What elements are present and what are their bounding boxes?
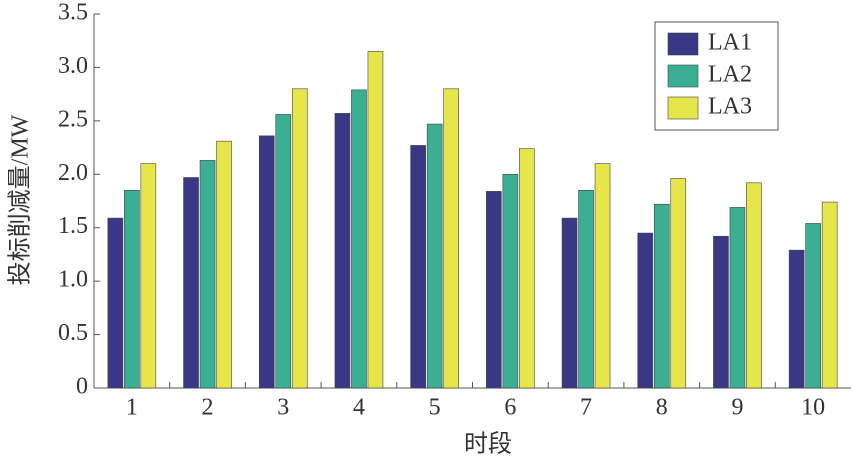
bar (140, 163, 157, 389)
bar (653, 203, 670, 389)
y-tick-label: 0.5 (58, 320, 88, 346)
y-axis-label: 投标削减量/MW (7, 114, 34, 285)
bar (713, 235, 729, 389)
legend-label: LA2 (708, 62, 752, 88)
x-tick-label: 1 (126, 395, 138, 421)
bar (367, 51, 384, 389)
bar (351, 89, 367, 389)
x-tick-label: 2 (202, 395, 214, 421)
y-tick-label: 2.0 (58, 160, 88, 186)
y-tick-label: 3.0 (58, 53, 88, 79)
bar (275, 114, 292, 389)
bar (502, 173, 519, 389)
bar (805, 223, 821, 389)
bar (410, 145, 426, 389)
bar (216, 140, 232, 389)
y-tick-label: 1.5 (58, 213, 88, 239)
y-tick-label: 0 (76, 374, 88, 400)
bar (107, 217, 124, 389)
x-tick-label: 4 (353, 395, 365, 421)
bar (426, 123, 443, 389)
legend-swatch (667, 32, 699, 56)
bar (486, 191, 502, 389)
bar (670, 178, 687, 389)
bar (746, 182, 762, 389)
bar (729, 207, 746, 389)
bar (561, 217, 578, 389)
bar (258, 135, 275, 389)
x-tick-label: 3 (277, 395, 289, 421)
y-tick-label: 1.0 (58, 267, 88, 293)
y-tick-label: 3.5 (58, 0, 88, 26)
legend-swatch (667, 96, 699, 120)
bar (637, 232, 654, 389)
legend-label: LA1 (708, 30, 752, 56)
legend-label: LA3 (708, 94, 752, 120)
x-tick-label: 7 (580, 395, 592, 421)
bar (334, 113, 351, 389)
bar (199, 160, 216, 389)
x-axis-label: 时段 (464, 431, 512, 458)
x-tick-label: 8 (656, 395, 668, 421)
bar (594, 163, 611, 389)
bar (519, 148, 535, 389)
bar (291, 88, 308, 389)
bar (821, 201, 838, 389)
legend-swatch (667, 64, 699, 88)
x-tick-label: 9 (731, 395, 743, 421)
bar (183, 177, 199, 389)
bar (788, 249, 805, 389)
bar (124, 190, 140, 389)
x-tick-label: 5 (429, 395, 441, 421)
x-tick-label: 10 (801, 395, 825, 421)
bar (578, 190, 594, 389)
x-tick-label: 6 (504, 395, 516, 421)
bar (443, 88, 459, 389)
y-tick-label: 2.5 (58, 106, 88, 132)
